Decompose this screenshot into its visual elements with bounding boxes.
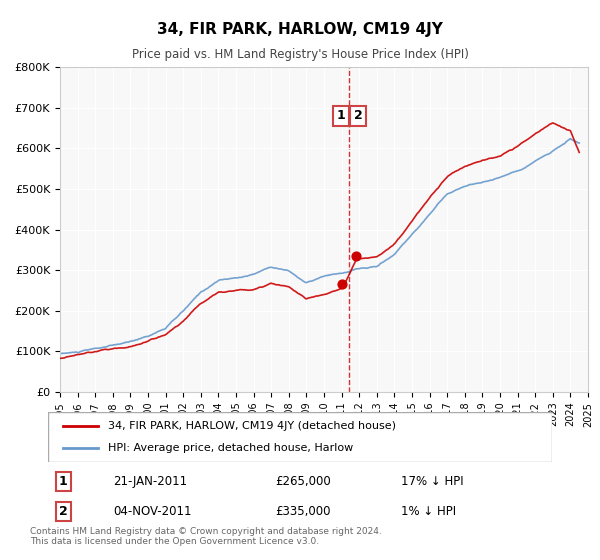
Text: 1% ↓ HPI: 1% ↓ HPI — [401, 505, 456, 519]
Text: 34, FIR PARK, HARLOW, CM19 4JY: 34, FIR PARK, HARLOW, CM19 4JY — [157, 22, 443, 38]
Text: £265,000: £265,000 — [275, 475, 331, 488]
Point — [338, 280, 347, 289]
Text: 17% ↓ HPI: 17% ↓ HPI — [401, 475, 463, 488]
Text: 1: 1 — [59, 475, 67, 488]
Text: 04-NOV-2011: 04-NOV-2011 — [113, 505, 192, 519]
Text: 1: 1 — [337, 109, 345, 123]
Text: 34, FIR PARK, HARLOW, CM19 4JY (detached house): 34, FIR PARK, HARLOW, CM19 4JY (detached… — [109, 421, 397, 431]
Text: Price paid vs. HM Land Registry's House Price Index (HPI): Price paid vs. HM Land Registry's House … — [131, 48, 469, 60]
Text: 2: 2 — [59, 505, 67, 519]
Text: 2: 2 — [353, 109, 362, 123]
Text: Contains HM Land Registry data © Crown copyright and database right 2024.
This d: Contains HM Land Registry data © Crown c… — [30, 526, 382, 546]
FancyBboxPatch shape — [48, 412, 552, 462]
Text: £335,000: £335,000 — [275, 505, 331, 519]
Text: 21-JAN-2011: 21-JAN-2011 — [113, 475, 188, 488]
Text: HPI: Average price, detached house, Harlow: HPI: Average price, detached house, Harl… — [109, 443, 354, 453]
Point — [352, 251, 361, 260]
